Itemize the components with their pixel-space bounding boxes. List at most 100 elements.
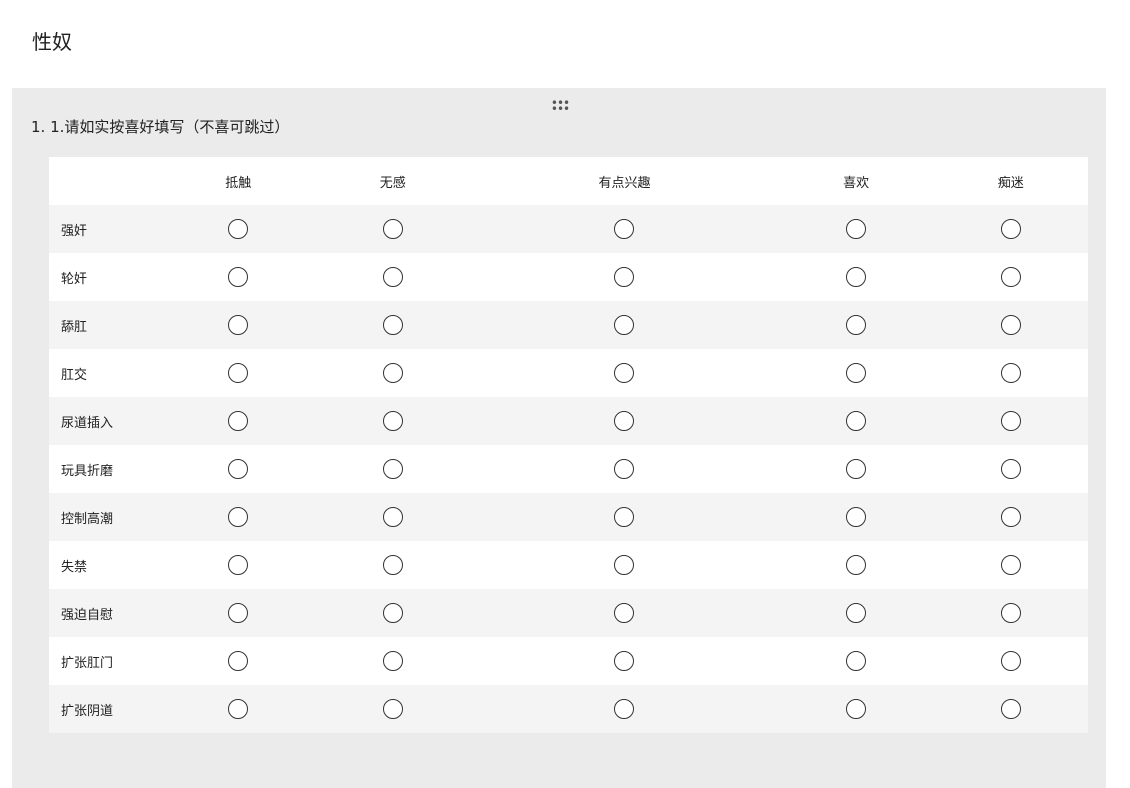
option-cell [316, 637, 471, 685]
radio-button[interactable] [846, 603, 867, 623]
radio-button[interactable] [1000, 267, 1021, 287]
table-row: 舔肛 [49, 301, 1088, 349]
option-cell [161, 445, 316, 493]
radio-button[interactable] [846, 315, 867, 335]
option-cell [316, 253, 471, 301]
option-cell [161, 205, 316, 253]
radio-button[interactable] [228, 267, 249, 287]
radio-button[interactable] [382, 315, 403, 335]
row-label: 强奸 [61, 223, 88, 239]
option-cell [470, 349, 779, 397]
question-card: ••• ••• 1. 1.请如实按喜好填写（不喜可跳过） 抵触 无感 有点兴趣 喜欢 痴迷… [12, 88, 1106, 788]
option-cell [161, 541, 316, 589]
option-cell [779, 397, 934, 445]
row-label: 失禁 [61, 559, 88, 575]
row-label: 玩具折磨 [61, 463, 114, 479]
radio-button[interactable] [846, 267, 867, 287]
radio-button[interactable] [1000, 315, 1021, 335]
radio-button[interactable] [1000, 363, 1021, 383]
radio-button[interactable] [382, 219, 403, 239]
column-header: 无感 [379, 175, 406, 191]
option-cell [933, 349, 1088, 397]
option-cell [933, 205, 1088, 253]
radio-button[interactable] [1000, 219, 1021, 239]
row-label: 扩张阴道 [61, 703, 114, 719]
radio-button[interactable] [228, 459, 249, 479]
radio-button[interactable] [846, 363, 867, 383]
option-cell [316, 493, 471, 541]
table-row: 扩张肛门 [49, 637, 1088, 685]
radio-button[interactable] [228, 651, 249, 671]
radio-button[interactable] [846, 219, 867, 239]
radio-button[interactable] [846, 507, 867, 527]
column-header: 喜欢 [843, 175, 870, 191]
row-label: 轮奸 [61, 271, 88, 287]
option-cell [470, 589, 779, 637]
radio-button[interactable] [1000, 459, 1021, 479]
option-cell [470, 685, 779, 733]
radio-button[interactable] [382, 411, 403, 431]
radio-button[interactable] [614, 603, 635, 623]
radio-button[interactable] [846, 411, 867, 431]
option-cell [161, 493, 316, 541]
option-cell [779, 541, 934, 589]
radio-button[interactable] [228, 507, 249, 527]
radio-button[interactable] [228, 219, 249, 239]
option-cell [779, 493, 934, 541]
radio-button[interactable] [846, 459, 867, 479]
option-cell [470, 301, 779, 349]
radio-button[interactable] [1000, 651, 1021, 671]
option-cell [779, 445, 934, 493]
corner-cell [49, 157, 161, 205]
column-header: 痴迷 [997, 175, 1024, 191]
option-cell [779, 685, 934, 733]
option-cell [933, 493, 1088, 541]
radio-button[interactable] [614, 507, 635, 527]
radio-button[interactable] [614, 411, 635, 431]
radio-button[interactable] [1000, 603, 1021, 623]
radio-button[interactable] [382, 459, 403, 479]
radio-button[interactable] [1000, 699, 1021, 719]
radio-button[interactable] [614, 699, 635, 719]
radio-button[interactable] [382, 651, 403, 671]
radio-button[interactable] [382, 699, 403, 719]
table-row: 扩张阴道 [49, 685, 1088, 733]
radio-button[interactable] [614, 267, 635, 287]
radio-button[interactable] [382, 555, 403, 575]
radio-button[interactable] [614, 363, 635, 383]
radio-button[interactable] [228, 555, 249, 575]
option-cell [316, 541, 471, 589]
radio-button[interactable] [1000, 555, 1021, 575]
radio-button[interactable] [228, 699, 249, 719]
radio-button[interactable] [846, 699, 867, 719]
radio-button[interactable] [614, 555, 635, 575]
radio-button[interactable] [1000, 507, 1021, 527]
option-cell [161, 301, 316, 349]
drag-handle-icon[interactable]: ••• ••• [550, 96, 570, 116]
radio-button[interactable] [228, 363, 249, 383]
likert-grid: 抵触 无感 有点兴趣 喜欢 痴迷 强奸 轮奸 舔肛 肛交 尿道插入 玩具折磨 控制高潮 失禁 强迫自慰扩… [49, 157, 1088, 733]
radio-button[interactable] [614, 315, 635, 335]
radio-button[interactable] [614, 459, 635, 479]
radio-button[interactable] [382, 507, 403, 527]
option-cell [933, 589, 1088, 637]
radio-button[interactable] [1000, 411, 1021, 431]
radio-button[interactable] [846, 555, 867, 575]
radio-button[interactable] [228, 603, 249, 623]
option-cell [933, 397, 1088, 445]
table-row: 轮奸 [49, 253, 1088, 301]
question-text: 1.请如实按喜好填写（不喜可跳过） [50, 118, 290, 136]
option-cell [470, 253, 779, 301]
radio-button[interactable] [382, 267, 403, 287]
row-label: 控制高潮 [61, 511, 114, 527]
radio-button[interactable] [228, 411, 249, 431]
radio-button[interactable] [382, 363, 403, 383]
option-cell [316, 349, 471, 397]
radio-button[interactable] [846, 651, 867, 671]
option-cell [779, 637, 934, 685]
radio-button[interactable] [614, 651, 635, 671]
option-cell [933, 541, 1088, 589]
radio-button[interactable] [228, 315, 249, 335]
radio-button[interactable] [614, 219, 635, 239]
radio-button[interactable] [382, 603, 403, 623]
